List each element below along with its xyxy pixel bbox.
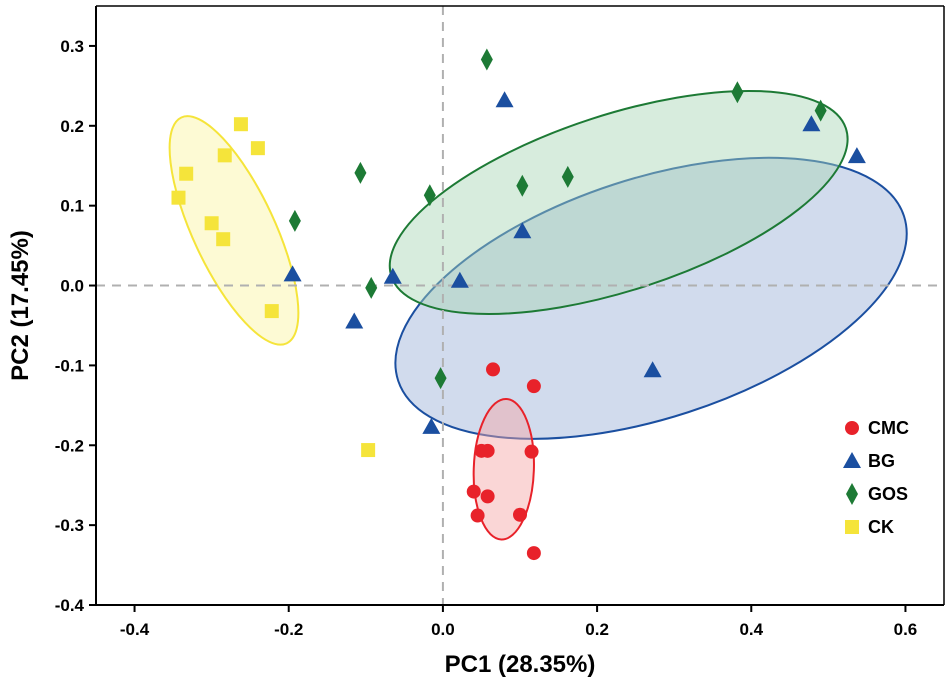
point-gos-8 (365, 276, 378, 299)
point-bg-2 (847, 147, 866, 164)
y-tick-label-5: -0.2 (55, 436, 84, 455)
point-bg-5 (450, 271, 469, 288)
point-bg-9 (283, 265, 302, 282)
reference-lines (96, 6, 944, 605)
point-gos-5 (561, 165, 574, 188)
data-points (171, 48, 866, 561)
point-ck-2 (217, 148, 232, 163)
x-axis-label: PC1 (28.35%) (445, 651, 596, 678)
point-cmc-9 (526, 546, 541, 561)
point-bg-7 (643, 361, 662, 378)
point-ck-0 (233, 117, 248, 132)
legend-marker-cmc (845, 421, 859, 435)
point-gos-3 (354, 161, 367, 184)
point-bg-3 (513, 222, 532, 239)
ellipse-ck (168, 115, 300, 346)
y-tick-label-4: -0.1 (55, 356, 84, 375)
point-gos-0 (480, 48, 493, 71)
point-gos-7 (288, 209, 301, 232)
point-cmc-5 (466, 484, 481, 499)
point-ck-6 (216, 232, 231, 247)
x-tick-label-0: -0.4 (120, 620, 150, 639)
ellipse-cmc (472, 397, 535, 541)
y-tick-label-2: 0.1 (60, 197, 84, 216)
point-ck-1 (250, 141, 265, 156)
y-axis-label: PC2 (17.45%) (7, 230, 34, 381)
legend-label-bg: BG (868, 451, 895, 471)
point-ck-7 (264, 304, 279, 319)
y-tick-label-1: 0.2 (60, 117, 84, 136)
point-bg-8 (422, 417, 441, 434)
x-tick-label-3: 0.2 (585, 620, 609, 639)
point-cmc-8 (513, 507, 527, 522)
point-bg-0 (495, 91, 514, 108)
point-cmc-6 (480, 489, 495, 504)
point-ck-4 (171, 190, 186, 205)
y-tick-label-0: 0.3 (60, 37, 84, 56)
point-ck-5 (204, 216, 219, 231)
axes: -0.4 -0.2 0.0 0.2 0.4 0.6 0.3 0.2 0.1 0.0 -0.1 -0.2… (55, 5, 945, 639)
point-cmc-0 (486, 362, 501, 377)
x-tick-label-4: 0.4 (739, 620, 763, 639)
legend-marker-ck (845, 520, 859, 534)
point-bg-1 (802, 115, 821, 132)
point-bg-6 (345, 312, 364, 329)
legend-label-gos: GOS (868, 484, 908, 504)
y-tick-label-3: 0.0 (60, 277, 84, 296)
x-tick-label-5: 0.6 (894, 620, 918, 639)
point-gos-4 (516, 174, 529, 197)
point-gos-2 (814, 99, 827, 122)
y-tick-label-6: -0.3 (55, 516, 84, 535)
x-tick-label-1: -0.2 (274, 620, 303, 639)
point-cmc-4 (524, 444, 539, 459)
y-tick-label-7: -0.4 (55, 596, 85, 615)
confidence-ellipses (168, 89, 908, 541)
point-gos-9 (434, 367, 447, 390)
point-cmc-3 (480, 443, 495, 458)
legend: CMC BG GOS CK (843, 418, 909, 537)
point-gos-1 (731, 81, 744, 104)
point-gos-6 (423, 184, 436, 207)
x-tick-label-2: 0.0 (431, 620, 455, 639)
point-cmc-7 (470, 508, 485, 523)
point-ck-3 (179, 166, 194, 181)
legend-label-ck: CK (868, 517, 894, 537)
legend-marker-bg (843, 452, 861, 468)
point-bg-4 (383, 267, 402, 284)
legend-marker-gos (846, 483, 858, 505)
point-cmc-1 (526, 379, 541, 394)
legend-label-cmc: CMC (868, 418, 909, 438)
point-ck-8 (361, 443, 376, 458)
